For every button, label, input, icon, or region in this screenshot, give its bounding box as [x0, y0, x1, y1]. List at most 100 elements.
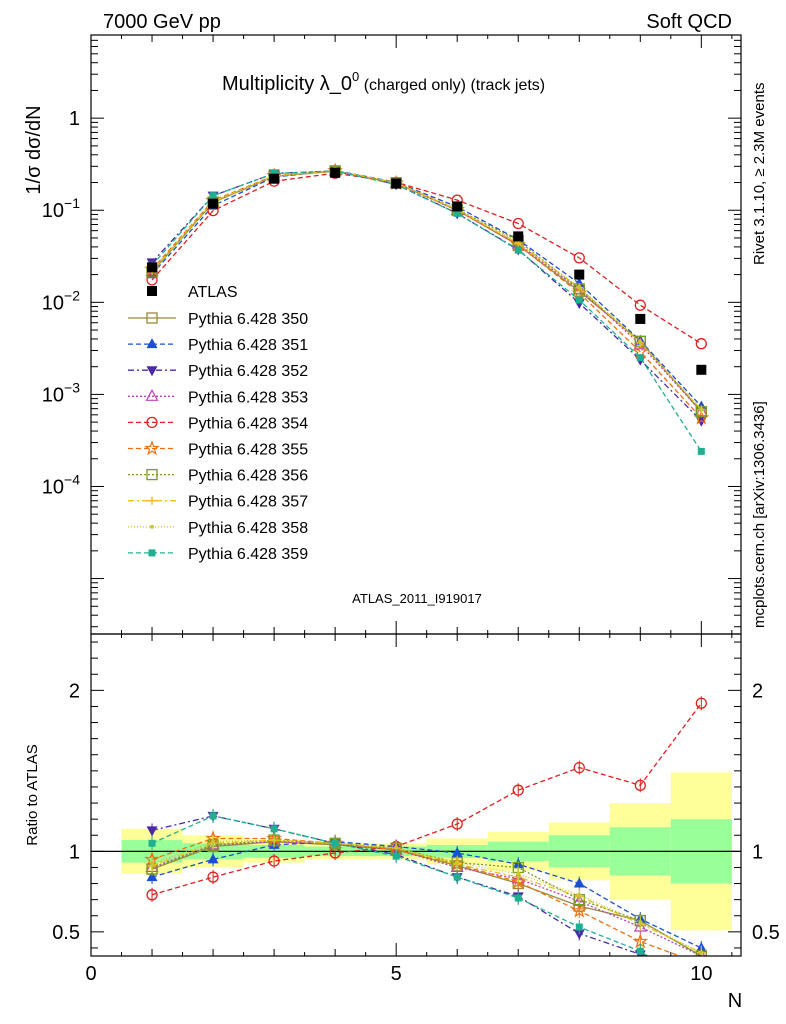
legend-label-353: Pythia 6.428 353	[188, 389, 308, 406]
ratio-tick-label-left: 1	[69, 841, 80, 863]
mcplots-label: mcplots.cern.ch [arXiv:1306.3436]	[751, 401, 768, 628]
main-series	[144, 162, 710, 455]
ratio-tick-label-right: 0.5	[752, 922, 780, 944]
ratio-point-355	[632, 933, 649, 949]
ratio-point-359	[514, 894, 522, 902]
point-359	[514, 246, 522, 254]
ratio-point-355	[571, 902, 588, 918]
y-tick-label: 10−4	[42, 471, 80, 498]
point-358	[577, 285, 582, 290]
series-line-357	[151, 170, 702, 411]
legend-marker-353	[145, 389, 159, 401]
ratio-tick-label-left: 0.5	[52, 922, 80, 944]
y-tick-exponent: −2	[64, 287, 80, 303]
legend-marker-359	[148, 549, 156, 557]
series-line-358	[151, 170, 702, 411]
legend-marker-357	[148, 496, 156, 505]
y-tick-label: 1	[69, 108, 80, 130]
legend-label-352: Pythia 6.428 352	[188, 363, 308, 380]
data-point	[696, 364, 707, 375]
y-ticks	[91, 34, 741, 628]
series-line-354	[151, 172, 702, 345]
data-point	[208, 198, 219, 209]
point-354	[573, 252, 585, 264]
data-point	[513, 231, 524, 242]
x-tick-label: 5	[391, 963, 402, 985]
plot-title-suffix: (charged only) (track jets)	[359, 77, 545, 94]
ratio-point-358	[394, 846, 399, 851]
legend-label-data: ATLAS	[188, 284, 238, 301]
legend-label-359: Pythia 6.428 359	[188, 546, 308, 563]
data-point	[452, 201, 463, 212]
point-359	[697, 447, 705, 455]
ratio-line-357	[151, 839, 702, 954]
ratio-point-351	[573, 877, 585, 888]
legend-marker-354	[146, 416, 158, 429]
ratio-point-358	[699, 950, 704, 955]
ratio-point-359	[636, 947, 644, 955]
data-points	[147, 167, 707, 375]
ratio-tick-label-right: 2	[752, 680, 763, 702]
point-353	[694, 404, 708, 417]
rivet-label: Rivet 3.1.10, ≥ 2.3M events	[751, 83, 768, 266]
ratio-point-358	[211, 839, 216, 844]
ratio-series-359	[148, 808, 705, 995]
y-tick-exponent: −4	[64, 471, 80, 487]
legend-label-357: Pythia 6.428 357	[188, 494, 308, 511]
ratio-line-358	[151, 839, 702, 954]
point-354	[695, 338, 707, 350]
main-frame	[90, 34, 742, 635]
ratio-point-359	[575, 923, 583, 931]
y-tick-label: 10−3	[42, 379, 80, 406]
x-axis-label: N	[728, 990, 742, 1012]
ratio-point-351	[451, 846, 463, 857]
ratio-series	[144, 696, 707, 995]
y-tick-mantissa: 10	[42, 476, 64, 498]
y-tick-mantissa: 10	[42, 384, 64, 406]
ratio-point-358	[455, 860, 460, 865]
data-point	[269, 173, 280, 184]
analysis-label: ATLAS_2011_I919017	[352, 591, 482, 606]
data-point	[574, 269, 585, 280]
legend-label-356: Pythia 6.428 356	[188, 468, 308, 485]
legend-label-351: Pythia 6.428 351	[188, 337, 308, 354]
ratio-point-358	[516, 871, 521, 876]
legend-marker-355	[144, 440, 160, 456]
ratio-point-359	[698, 988, 705, 995]
legend-marker-data	[147, 286, 157, 296]
point-354	[512, 217, 524, 230]
ratio-point-359	[453, 873, 461, 881]
ratio-point-354	[268, 855, 280, 867]
point-359	[209, 192, 217, 200]
ratio-point-354	[573, 761, 585, 774]
ratio-series-354	[146, 696, 707, 902]
ratio-y-axis-label: Ratio to ATLAS	[24, 744, 41, 845]
ratio-point-359	[270, 825, 278, 833]
point-358	[638, 340, 643, 345]
point-359	[270, 169, 278, 177]
ratio-point-351	[207, 853, 219, 864]
ratio-point-354	[207, 871, 219, 883]
data-point	[330, 167, 341, 178]
ratio-line-355	[151, 837, 682, 956]
ratio-point-354	[512, 784, 524, 796]
plot-title-sup: 0	[352, 69, 359, 84]
ratio-y-ticks	[91, 641, 741, 949]
data-point	[635, 313, 646, 324]
point-354	[634, 299, 646, 311]
ratio-tick-label-left: 2	[69, 680, 80, 702]
ratio-point-352	[146, 826, 158, 837]
ratio-line-354	[151, 702, 702, 896]
ratio-point-358	[577, 892, 582, 897]
y-tick-mantissa: 1	[69, 108, 80, 130]
y-axis-label: 1/σ dσ/dN	[23, 105, 45, 194]
ratio-point-359	[331, 839, 339, 847]
ratio-point-358	[272, 838, 277, 843]
series-line-359	[151, 170, 702, 452]
legend-label-350: Pythia 6.428 350	[188, 311, 308, 328]
y-tick-exponent: −1	[64, 195, 80, 211]
ratio-point-359	[392, 852, 400, 860]
legend-label-358: Pythia 6.428 358	[188, 520, 308, 537]
